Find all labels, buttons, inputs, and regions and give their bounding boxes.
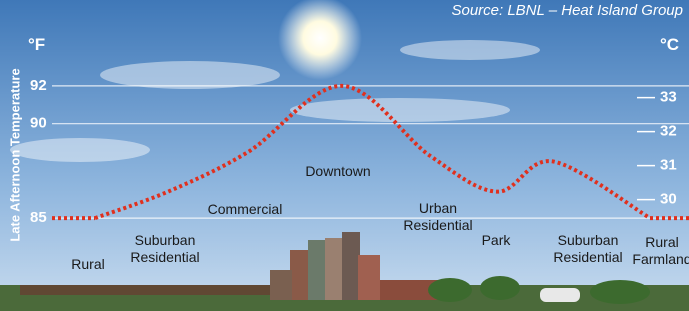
zone-label: Park	[441, 232, 551, 249]
zone-label: Suburban Residential	[548, 232, 628, 266]
zone-label: Commercial	[190, 201, 300, 218]
y-tick-label: 90	[30, 115, 47, 132]
y2-tick-label: 31	[660, 157, 677, 174]
y-tick-label: 92	[30, 77, 47, 94]
zone-label: Downtown	[283, 163, 393, 180]
y2-tick-label: 32	[660, 123, 677, 140]
y2-tick-label: 33	[660, 89, 677, 106]
source: Source: LBNL – Heat Island Group	[451, 2, 683, 19]
y-axis-title: Late Afternoon Temperature	[7, 68, 22, 241]
zone-label: Urban Residential	[398, 200, 478, 234]
y2-tick-label: 30	[660, 191, 677, 208]
y2-unit: °C	[660, 35, 679, 54]
y-unit: °F	[28, 35, 45, 54]
y-tick-label: 85	[30, 209, 47, 226]
zone-label: Suburban Residential	[125, 232, 205, 266]
infographic: Late Afternoon Temperature °F °C 85 90 92 3…	[0, 0, 689, 311]
zone-label: Rural Farmland	[622, 234, 689, 268]
